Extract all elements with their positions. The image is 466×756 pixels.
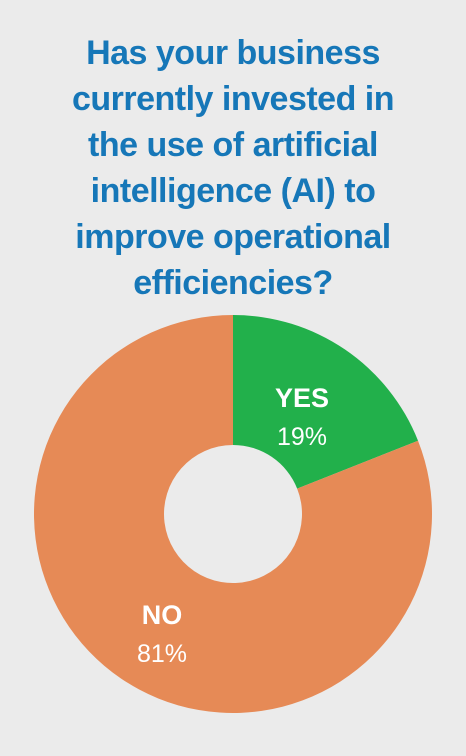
pie-slice-yes <box>233 315 419 489</box>
slice-value-no: 81% <box>137 640 187 668</box>
chart-title-line: intelligence (AI) to <box>90 172 376 210</box>
chart-title-line: the use of artificial <box>88 126 378 164</box>
chart-title-line: efficiencies? <box>133 264 333 302</box>
pie-slice-no <box>33 315 432 713</box>
slice-label-yes: YES <box>275 383 329 413</box>
slice-label-no: NO <box>142 600 183 630</box>
chart-title: Has your business currently invested in … <box>20 30 446 306</box>
slice-value-yes: 19% <box>277 423 327 451</box>
chart-title-line: improve operational <box>75 218 391 256</box>
chart-title-line: Has your business <box>86 34 380 72</box>
chart-title-line: currently invested in <box>71 80 395 118</box>
